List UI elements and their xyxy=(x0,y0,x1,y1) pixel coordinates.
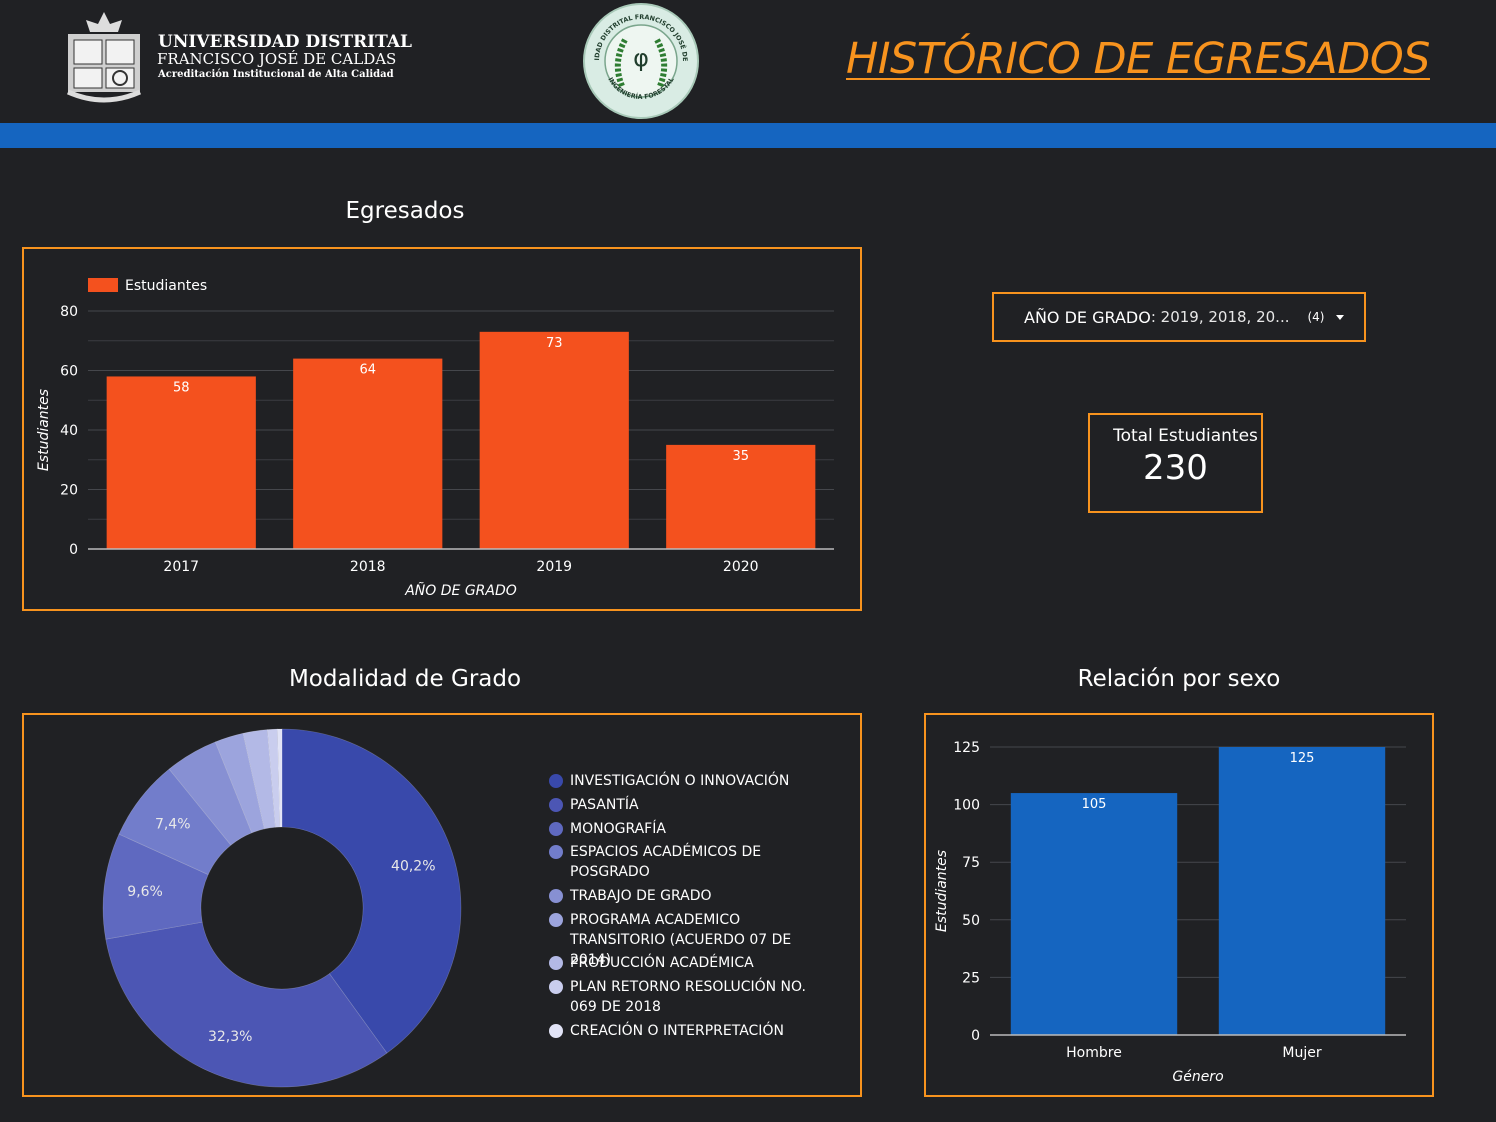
modalidad-chart-panel: 40,2% 32,3% 9,6% 7,4% INVESTIGACIÓN O INNOV… xyxy=(22,713,862,1097)
egresados-title: Egresados xyxy=(345,198,465,224)
x-axis-title: AÑO DE GRADO xyxy=(404,582,517,599)
university-accreditation: Acreditación Institucional de Alta Calid… xyxy=(158,69,394,80)
seal-symbol: φ xyxy=(633,44,649,72)
sexo-title: Relación por sexo xyxy=(1077,666,1281,692)
y-tick-label: 60 xyxy=(60,364,78,380)
donut-slice[interactable] xyxy=(102,833,209,940)
faculty-seal: UNIVERSIDAD DISTRITAL FRANCISCO JOSÉ DE … xyxy=(579,0,700,120)
legend-label: PRODUCCIÓN ACADÉMICA xyxy=(570,955,754,971)
filter-count: (4) xyxy=(1307,310,1325,324)
year-filter-dropdown[interactable]: AÑO DE GRADO : 2019, 2018, 20... (4) xyxy=(992,292,1366,342)
bar-data-label: 125 xyxy=(1290,751,1315,766)
sexo-bar-chart: 0 25 50 75 100 125 105 Hombre 125 Mujer Género Estu… xyxy=(934,740,1406,1085)
legend-label: PLAN RETORNO RESOLUCIÓN NO. 069 DE 2018 xyxy=(570,979,806,1015)
bar-2018[interactable] xyxy=(293,358,443,549)
total-students-scorecard: Total Estudiantes 230 xyxy=(1088,413,1263,513)
slice-percent-label: 32,3% xyxy=(208,1029,252,1045)
modalidad-title: Modalidad de Grado xyxy=(288,666,522,692)
x-tick-label: 2017 xyxy=(163,559,199,575)
y-tick-label: 25 xyxy=(962,970,980,986)
university-name: UNIVERSIDAD DISTRITAL xyxy=(158,32,412,52)
x-axis-title: Género xyxy=(1172,1069,1223,1085)
modalidad-donut-chart: 40,2% 32,3% 9,6% 7,4% xyxy=(102,728,462,1088)
coat-of-arms-icon xyxy=(66,12,142,103)
y-tick-label: 20 xyxy=(60,483,78,499)
bar-Mujer[interactable] xyxy=(1218,747,1386,1035)
bar-data-label: 73 xyxy=(546,336,563,351)
bar-2020[interactable] xyxy=(666,444,816,549)
scorecard-label: Total Estudiantes xyxy=(1113,426,1258,446)
slice-percent-label: 40,2% xyxy=(391,859,435,875)
legend-item[interactable]: PRODUCCIÓN ACADÉMICA xyxy=(549,953,859,973)
bar-data-label: 35 xyxy=(732,449,749,464)
legend-dot-icon xyxy=(549,798,563,812)
donut-slice[interactable] xyxy=(242,729,276,830)
legend-label: ESPACIOS ACADÉMICOS DE POSGRADO xyxy=(570,844,762,880)
university-logo: UNIVERSIDAD DISTRITAL FRANCISCO JOSÉ DE … xyxy=(64,10,412,110)
legend-dot-icon xyxy=(549,913,563,927)
x-tick-label: 2018 xyxy=(350,559,386,575)
donut-slice[interactable] xyxy=(281,728,462,1054)
legend-label: INVESTIGACIÓN O INNOVACIÓN xyxy=(570,773,790,789)
egresados-chart-panel: 0 20 40 60 80 58 2017 64 2018 73 2019 35 2020 AÑO DE … xyxy=(22,247,862,611)
x-tick-label: Mujer xyxy=(1282,1045,1321,1061)
bar-data-label: 105 xyxy=(1082,797,1107,812)
y-tick-label: 125 xyxy=(953,740,980,756)
donut-slice[interactable] xyxy=(105,921,388,1088)
bar-data-label: 64 xyxy=(359,363,376,378)
legend-dot-icon xyxy=(549,822,563,836)
y-tick-label: 50 xyxy=(962,913,980,929)
filter-label: AÑO DE GRADO xyxy=(1024,307,1151,327)
bar-data-label: 58 xyxy=(173,380,190,395)
slice-percent-label: 9,6% xyxy=(127,884,163,900)
donut-slice[interactable] xyxy=(277,728,283,828)
legend-label: CREACIÓN O INTERPRETACIÓN xyxy=(570,1023,784,1039)
bar-Hombre[interactable] xyxy=(1010,793,1178,1035)
egresados-bar-chart: 0 20 40 60 80 58 2017 64 2018 73 2019 35 2020 AÑO DE … xyxy=(36,278,834,599)
legend-label: Estudiantes xyxy=(125,278,207,294)
x-tick-label: Hombre xyxy=(1066,1045,1122,1061)
legend-dot-icon xyxy=(549,774,563,788)
header-divider-bar xyxy=(0,123,1496,148)
legend-label: MONOGRAFÍA xyxy=(570,821,666,837)
y-tick-label: 40 xyxy=(60,423,78,439)
legend-item[interactable]: TRABAJO DE GRADO xyxy=(549,886,859,906)
y-axis-title: Estudiantes xyxy=(934,850,950,932)
university-subname: FRANCISCO JOSÉ DE CALDAS xyxy=(157,50,397,68)
slice-percent-label: 7,4% xyxy=(155,817,191,833)
legend-item[interactable]: PLAN RETORNO RESOLUCIÓN NO. 069 DE 2018 xyxy=(549,977,811,1017)
y-axis-title: Estudiantes xyxy=(36,389,52,471)
y-tick-label: 0 xyxy=(971,1028,980,1044)
y-tick-label: 80 xyxy=(60,304,78,320)
scorecard-value: 230 xyxy=(1143,448,1208,488)
sexo-chart-panel: 0 25 50 75 100 125 105 Hombre 125 Mujer Género Estu… xyxy=(924,713,1434,1097)
legend-item[interactable]: ESPACIOS ACADÉMICOS DE POSGRADO xyxy=(549,842,811,882)
x-tick-label: 2019 xyxy=(536,559,572,575)
legend-item[interactable]: PROGRAMA ACADEMICO TRANSITORIO (ACUERDO … xyxy=(549,910,811,970)
legend-dot-icon xyxy=(549,980,563,994)
legend-dot-icon xyxy=(549,956,563,970)
page-title: HISTÓRICO DE EGRESADOS xyxy=(846,34,1430,84)
legend-item[interactable]: MONOGRAFÍA xyxy=(549,819,859,839)
legend-dot-icon xyxy=(549,1024,563,1038)
legend-item[interactable]: PASANTÍA xyxy=(549,795,859,815)
bar-2019[interactable] xyxy=(479,331,629,549)
y-tick-label: 75 xyxy=(962,855,980,871)
legend-label: PASANTÍA xyxy=(570,797,639,813)
legend-dot-icon xyxy=(549,889,563,903)
dropdown-caret-icon xyxy=(1336,314,1345,320)
legend-item[interactable]: CREACIÓN O INTERPRETACIÓN xyxy=(549,1021,859,1041)
bar-2017[interactable] xyxy=(106,376,256,549)
legend-dot-icon xyxy=(549,845,563,859)
filter-value: : 2019, 2018, 20... xyxy=(1150,308,1290,326)
y-tick-label: 100 xyxy=(953,798,980,814)
legend-label: TRABAJO DE GRADO xyxy=(570,888,712,904)
donut-slice[interactable] xyxy=(168,741,253,846)
legend-swatch xyxy=(88,278,118,292)
legend-item[interactable]: INVESTIGACIÓN O INNOVACIÓN xyxy=(549,771,859,791)
y-tick-label: 0 xyxy=(69,542,78,558)
forestry-seal-icon: UNIVERSIDAD DISTRITAL FRANCISCO JOSÉ DE … xyxy=(579,0,699,119)
legend-label: PROGRAMA ACADEMICO TRANSITORIO (ACUERDO … xyxy=(570,912,792,968)
x-tick-label: 2020 xyxy=(723,559,759,575)
